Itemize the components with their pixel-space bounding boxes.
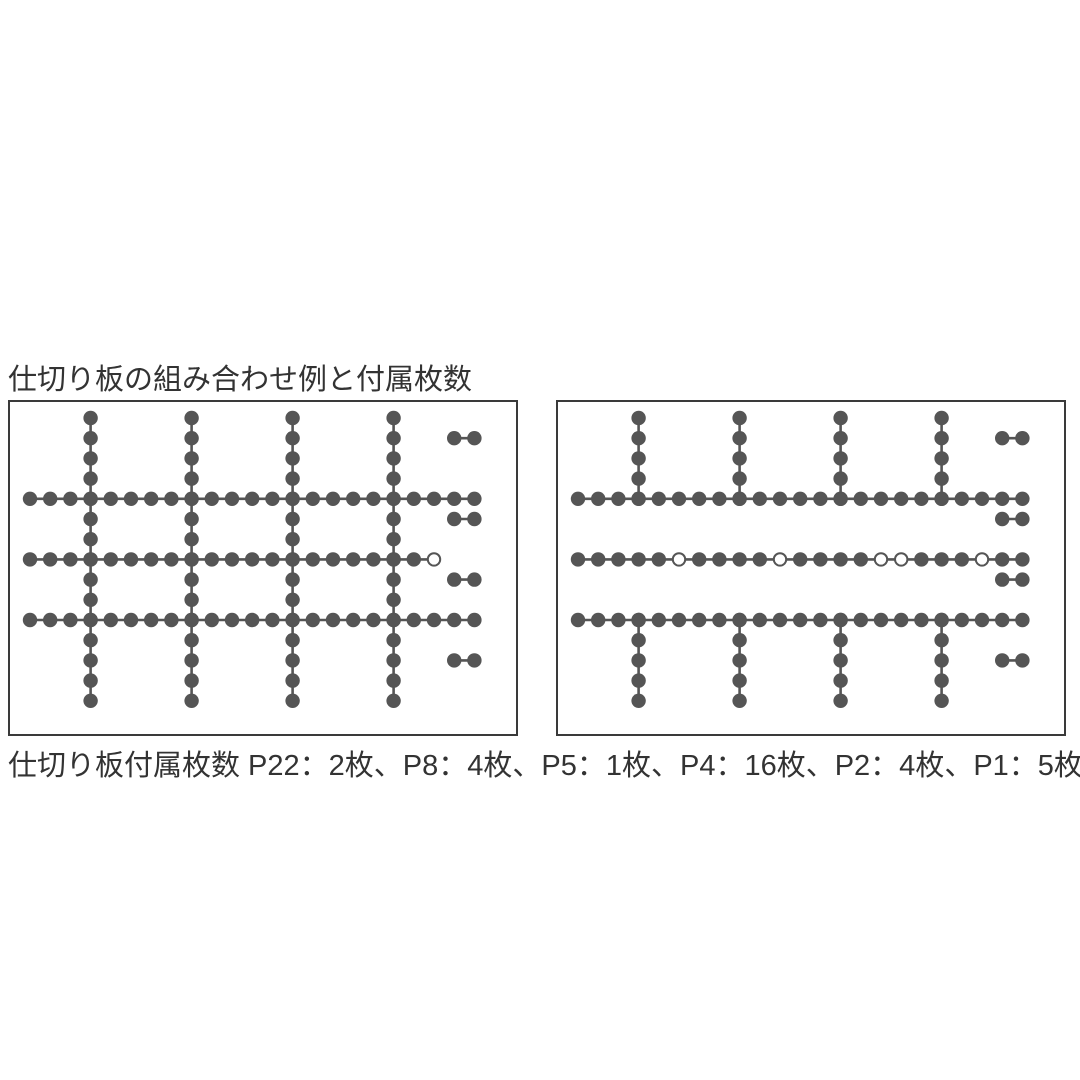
diagram-panel	[8, 400, 518, 736]
page: 仕切り板の組み合わせ例と付属枚数 仕切り板付属枚数 P22：2枚、P8：4枚、P…	[0, 0, 1080, 1080]
parts-caption: 仕切り板付属枚数 P22：2枚、P8：4枚、P5：1枚、P4：16枚、P2：4枚…	[8, 742, 1080, 784]
diagram-panel	[556, 400, 1066, 736]
diagram-title: 仕切り板の組み合わせ例と付属枚数	[8, 356, 472, 398]
